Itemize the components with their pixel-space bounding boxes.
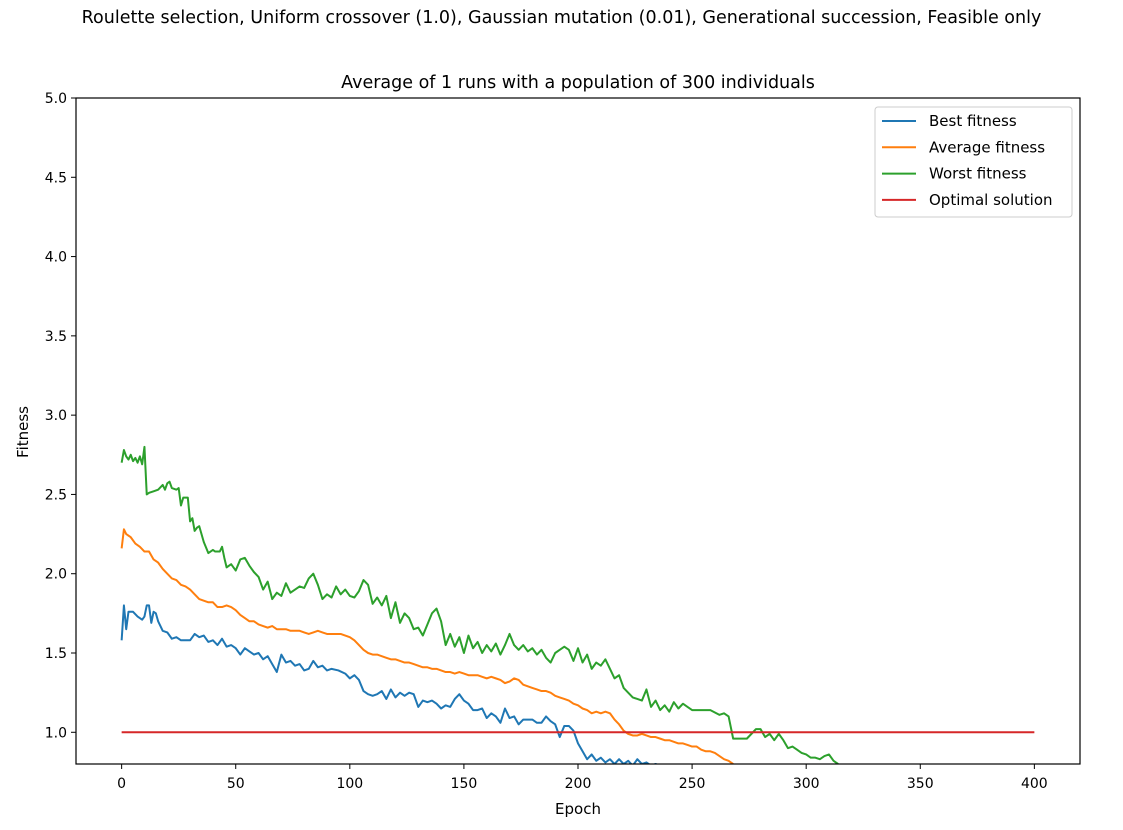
x-tick-label: 150	[451, 776, 478, 792]
legend-entry: Average fitness	[929, 138, 1045, 156]
x-axis-label: Epoch	[555, 800, 601, 818]
x-tick-label: 300	[793, 776, 820, 792]
series-line-worst-fitness	[120, 445, 839, 764]
y-tick-label: 1.5	[45, 646, 67, 662]
legend: Best fitness Average fitness Worst fitness…	[874, 106, 1073, 218]
y-tick-label: 3.0	[45, 408, 67, 424]
series-line-average-fitness	[120, 528, 734, 764]
x-tick-label: 200	[565, 776, 592, 792]
legend-box	[874, 106, 1073, 218]
figure-suptitle: Roulette selection, Uniform crossover (1…	[81, 8, 1042, 28]
x-tick-label: 50	[227, 776, 245, 792]
y-tick-label: 4.0	[45, 250, 67, 266]
y-tick-label: 4.5	[45, 170, 67, 186]
y-tick-label: 2.0	[45, 567, 67, 583]
y-axis-label: Fitness	[14, 406, 32, 458]
x-tick-label: 400	[1021, 776, 1048, 792]
y-tick-label: 3.5	[45, 329, 67, 345]
legend-entry: Optimal solution	[929, 191, 1053, 209]
x-tick-label: 0	[117, 776, 126, 792]
x-tick-label: 100	[336, 776, 363, 792]
legend-entry: Worst fitness	[929, 165, 1027, 183]
legend-entry: Best fitness	[929, 112, 1017, 130]
series-line-best-fitness	[120, 604, 659, 764]
y-tick-label: 2.5	[45, 487, 67, 503]
y-tick-label: 5.0	[45, 91, 67, 107]
y-tick-label: 1.0	[45, 725, 67, 741]
chart-title: Average of 1 runs with a population of 3…	[341, 73, 815, 93]
x-tick-label: 350	[907, 776, 934, 792]
x-tick-label: 250	[679, 776, 706, 792]
